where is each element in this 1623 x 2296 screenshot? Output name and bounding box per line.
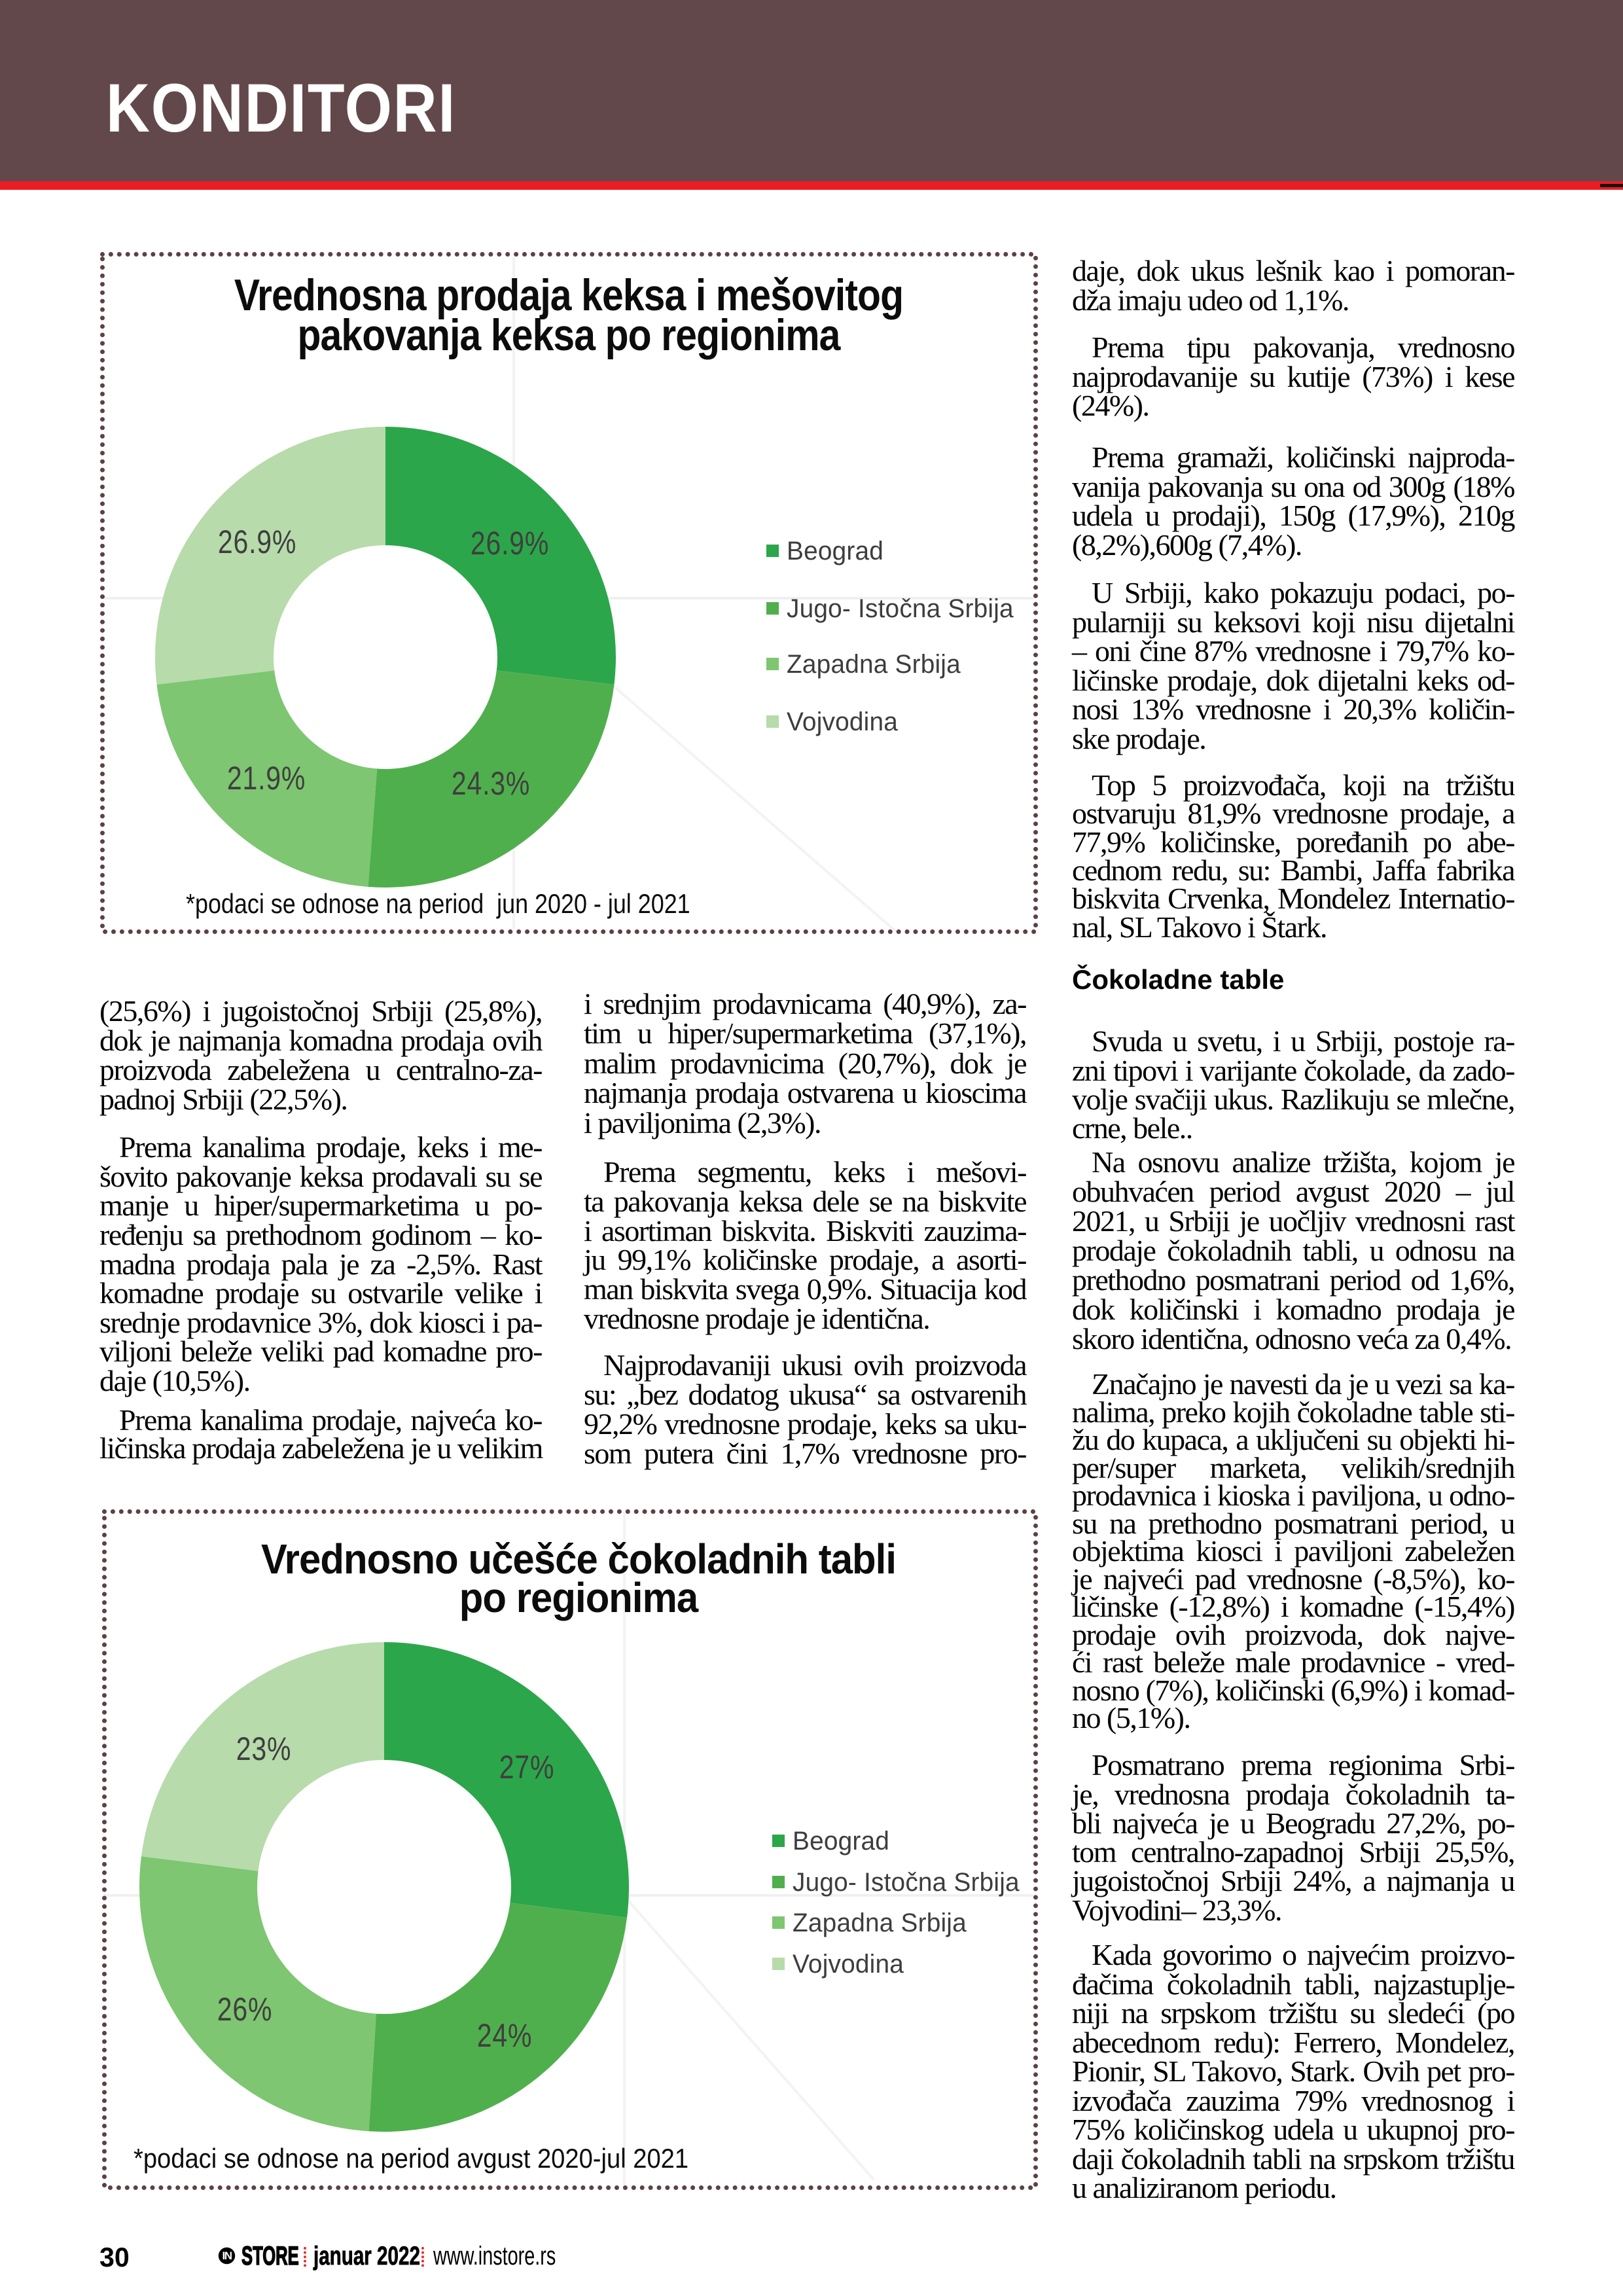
svg-text:IN: IN (223, 2250, 232, 2262)
